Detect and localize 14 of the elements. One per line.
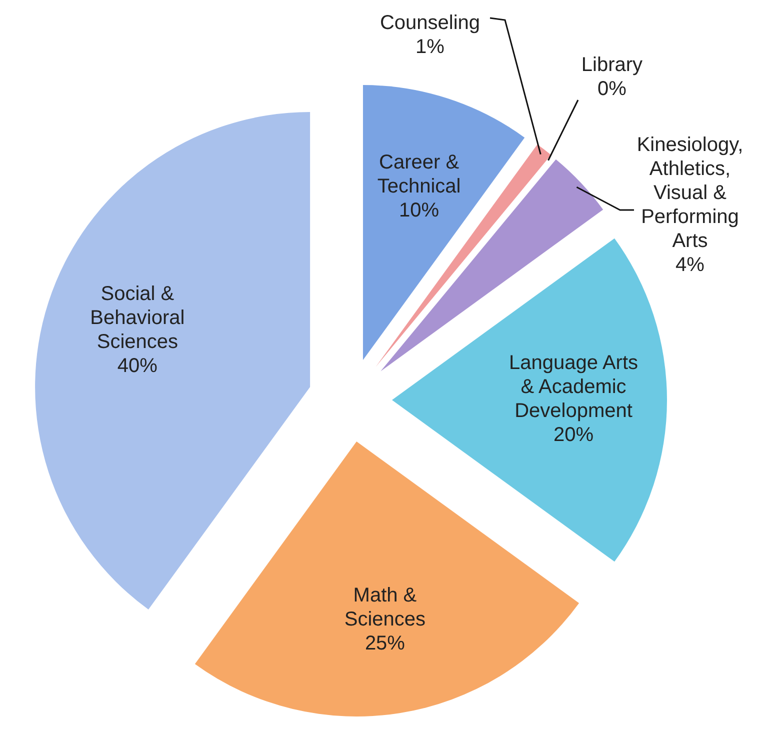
slice-label: Counseling: [380, 12, 480, 34]
slice-label: Kinesiology, Athletics, Visual & Performing Arts: [636, 134, 744, 252]
slice-label: Math & Sciences: [344, 585, 426, 632]
data-label: 10%: [399, 200, 440, 222]
slice-label: Social & Behavioral Sciences: [90, 283, 185, 354]
slice-label: Career & Technical: [377, 152, 461, 198]
data-label: 20%: [553, 424, 594, 446]
data-label: 4%: [676, 254, 705, 276]
data-label: 25%: [364, 633, 406, 656]
slice-label: Language Arts & Academic Development: [509, 352, 638, 422]
text: 0%: [598, 78, 626, 100]
data-label: 40%: [117, 355, 158, 378]
category-label: Library: [581, 54, 643, 76]
data-label: 1%: [416, 36, 445, 58]
